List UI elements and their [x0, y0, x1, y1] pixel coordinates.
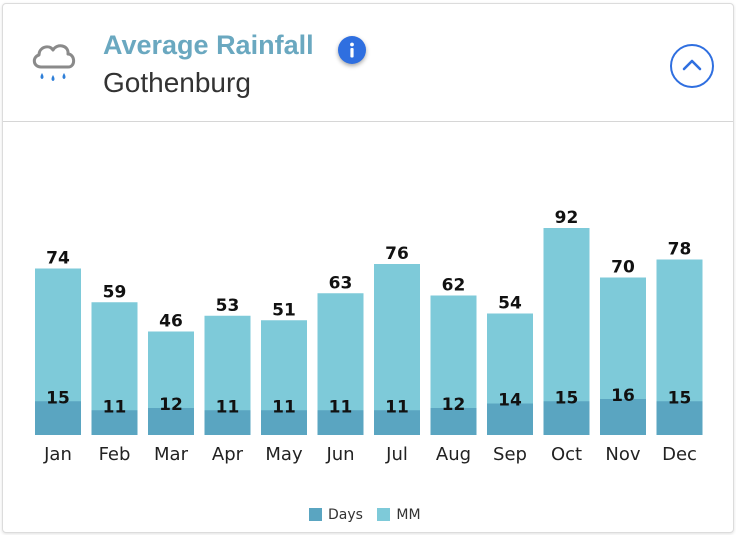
info-button[interactable]: [338, 36, 366, 64]
label-mm-mar: 46: [159, 312, 183, 332]
label-days-jan: 15: [46, 388, 70, 408]
bar-days-feb[interactable]: [91, 410, 138, 435]
label-mm-nov: 70: [611, 258, 635, 278]
label-mm-sep: 54: [498, 294, 522, 314]
bar-days-mar[interactable]: [148, 408, 194, 435]
category-label-apr: Apr: [212, 444, 244, 465]
label-mm-jun: 63: [329, 273, 353, 293]
legend-label-mm: MM: [396, 506, 421, 523]
label-mm-jan: 74: [46, 249, 70, 269]
location-subtitle: Gothenburg: [103, 67, 251, 98]
label-days-sep: 14: [498, 391, 522, 411]
legend-item-mm[interactable]: MM: [377, 506, 421, 524]
rain-cloud-icon: [27, 37, 79, 89]
legend-swatch-mm: [377, 508, 391, 522]
chevron-up-icon: [682, 59, 702, 71]
rainfall-card: Average Rainfall Gothenburg 74 15 Jan 59 11 F…: [2, 3, 734, 533]
label-days-jun: 11: [329, 397, 353, 417]
label-mm-aug: 62: [442, 276, 466, 296]
category-label-jul: Jul: [385, 444, 408, 465]
category-label-aug: Aug: [436, 444, 471, 465]
bar-days-sep[interactable]: [487, 403, 533, 436]
label-mm-apr: 53: [216, 296, 240, 316]
bar-days-oct[interactable]: [543, 401, 590, 435]
chart-area: 74 15 Jan 59 11 Feb 46 12 Mar 53 11 Apr 51 11 May 63 11 J…: [3, 122, 733, 532]
label-days-jul: 11: [385, 397, 409, 417]
collapse-button[interactable]: [670, 44, 714, 88]
bar-mm-oct[interactable]: [543, 228, 590, 435]
category-label-oct: Oct: [551, 444, 582, 465]
card-header: Average Rainfall Gothenburg: [3, 4, 733, 122]
bar-days-jul[interactable]: [374, 410, 420, 435]
label-days-may: 11: [272, 397, 296, 417]
label-mm-dec: 78: [668, 240, 692, 260]
bar-days-apr[interactable]: [204, 410, 251, 435]
bar-days-jan[interactable]: [35, 401, 81, 435]
bar-mm-jul[interactable]: [374, 264, 420, 435]
legend-label-days: Days: [328, 506, 363, 523]
category-label-dec: Dec: [662, 444, 697, 465]
label-days-mar: 12: [159, 395, 183, 415]
category-label-jun: Jun: [325, 444, 354, 465]
legend-swatch-days: [309, 508, 322, 522]
label-days-feb: 11: [103, 397, 127, 417]
category-label-may: May: [265, 444, 303, 465]
rainfall-chart: 74 15 Jan 59 11 Feb 46 12 Mar 53 11 Apr 51 11 May 63 11 J…: [35, 208, 703, 465]
label-days-apr: 11: [216, 397, 240, 417]
bar-days-jun[interactable]: [317, 410, 364, 435]
label-mm-oct: 92: [555, 208, 579, 228]
label-days-nov: 16: [611, 386, 635, 406]
category-label-nov: Nov: [605, 444, 640, 465]
category-label-feb: Feb: [99, 444, 131, 465]
category-label-sep: Sep: [493, 444, 527, 465]
bar-days-aug[interactable]: [430, 408, 477, 435]
label-mm-jul: 76: [385, 244, 409, 264]
bar-days-nov[interactable]: [600, 399, 646, 435]
chart-legend: Days MM: [309, 506, 431, 526]
bar-days-may[interactable]: [261, 410, 307, 435]
label-days-dec: 15: [668, 388, 692, 408]
label-days-oct: 15: [555, 388, 579, 408]
label-mm-may: 51: [272, 300, 296, 320]
info-icon: [350, 42, 354, 58]
legend-item-days[interactable]: Days: [309, 506, 363, 524]
bar-days-dec[interactable]: [656, 401, 703, 435]
label-days-aug: 12: [442, 395, 466, 415]
category-label-jan: Jan: [43, 444, 72, 465]
chart-title: Average Rainfall: [103, 30, 314, 60]
label-mm-feb: 59: [103, 282, 127, 302]
category-label-mar: Mar: [154, 444, 189, 465]
